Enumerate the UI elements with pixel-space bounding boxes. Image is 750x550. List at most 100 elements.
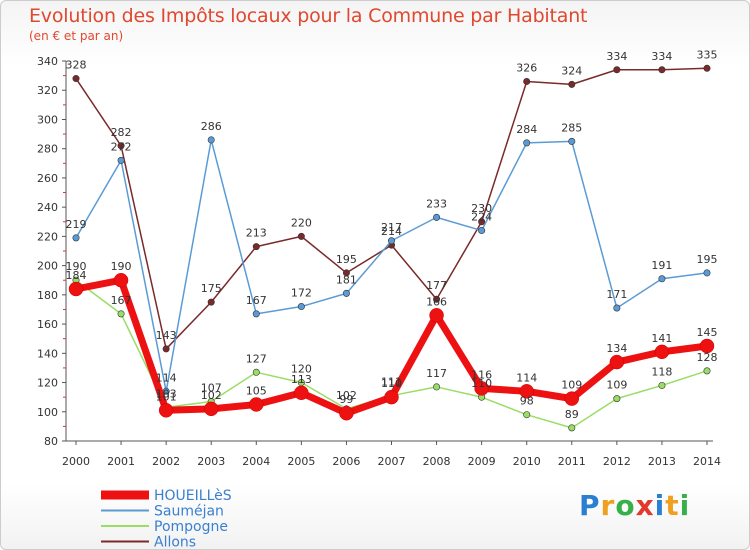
- data-point: [342, 269, 350, 277]
- data-point: [339, 405, 354, 421]
- data-point: [613, 304, 621, 312]
- data-label: 102: [336, 389, 357, 402]
- data-label: 233: [426, 197, 447, 210]
- logo-letter: x: [635, 489, 655, 522]
- data-point: [433, 295, 441, 303]
- data-point: [613, 395, 621, 403]
- data-point: [568, 137, 576, 145]
- data-point: [613, 66, 621, 74]
- data-label: 334: [651, 50, 672, 63]
- data-label: 190: [66, 260, 87, 273]
- data-label: 219: [66, 218, 87, 231]
- y-tick-label: 220: [37, 230, 58, 243]
- legend-label: Allons: [154, 535, 196, 550]
- proxiti-logo: Proxiti: [579, 489, 690, 522]
- data-point: [523, 139, 531, 147]
- data-point: [658, 381, 666, 389]
- y-tick-label: 340: [37, 55, 58, 68]
- data-label: 171: [606, 288, 627, 301]
- data-label: 286: [201, 120, 222, 133]
- data-label: 128: [697, 351, 718, 364]
- data-point: [72, 234, 80, 242]
- data-label: 117: [426, 367, 447, 380]
- data-label: 217: [381, 221, 402, 234]
- data-point: [703, 64, 711, 72]
- data-label: 101: [156, 390, 177, 403]
- x-tick-label: 2013: [648, 455, 676, 468]
- data-label: 335: [697, 48, 718, 61]
- data-point: [658, 66, 666, 74]
- data-point: [699, 338, 715, 354]
- logo-letter: r: [600, 489, 616, 522]
- data-label: 98: [520, 395, 534, 408]
- data-point: [249, 397, 264, 412]
- chart-title: Evolution des Impôts locaux pour la Comm…: [29, 5, 588, 27]
- data-label: 110: [381, 377, 402, 390]
- series-layer: [68, 64, 715, 432]
- data-label: 118: [651, 365, 672, 378]
- data-point: [658, 275, 666, 283]
- y-tick-label: 80: [44, 435, 58, 448]
- data-point: [297, 232, 305, 240]
- x-tick-label: 2006: [332, 455, 360, 468]
- data-point: [523, 77, 531, 85]
- data-label: 113: [291, 373, 312, 386]
- axes: 80 100 120 140 160 180 200 220 240 260 280 300 320 34…: [37, 55, 721, 468]
- data-label: 134: [606, 342, 627, 355]
- data-point: [207, 136, 215, 144]
- x-tick-label: 2002: [152, 455, 180, 468]
- data-label: 224: [471, 211, 492, 224]
- data-point: [117, 142, 125, 150]
- x-tick-label: 2010: [513, 455, 541, 468]
- data-label: 110: [471, 377, 492, 390]
- data-label: 114: [516, 371, 537, 384]
- data-labels-layer: 328 282 143 175 213 220 195 214 177 230 326 324 334 3…: [66, 48, 718, 421]
- data-point: [252, 243, 260, 251]
- logo-letter: o: [615, 489, 636, 522]
- data-point: [609, 354, 625, 370]
- logo-letter: i: [654, 489, 666, 522]
- legend-label: Sauméjan: [154, 504, 224, 520]
- data-label: 141: [651, 332, 672, 345]
- data-label: 272: [111, 140, 132, 153]
- data-label: 107: [201, 382, 222, 395]
- data-label: 111: [381, 376, 402, 389]
- y-tick-label: 160: [37, 318, 58, 331]
- data-point: [252, 310, 260, 318]
- data-point: [478, 227, 486, 235]
- x-tick-label: 2000: [62, 455, 90, 468]
- data-label: 120: [291, 363, 312, 376]
- data-label: 184: [66, 269, 87, 282]
- data-label: 326: [516, 61, 537, 74]
- data-label: 328: [66, 59, 87, 72]
- x-tick-label: 2001: [107, 455, 135, 468]
- data-label: 127: [246, 352, 267, 365]
- data-point: [297, 303, 305, 311]
- data-label: 177: [426, 279, 447, 292]
- data-point: [387, 237, 395, 245]
- data-label: 220: [291, 216, 312, 229]
- y-tick-label: 300: [37, 113, 58, 126]
- data-label: 190: [111, 260, 132, 273]
- data-label: 99: [339, 393, 353, 406]
- data-label: 143: [156, 329, 177, 342]
- data-point: [252, 368, 260, 376]
- data-point: [117, 156, 125, 164]
- x-tick-label: 2005: [287, 455, 315, 468]
- data-label: 102: [201, 389, 222, 402]
- data-point: [654, 344, 670, 360]
- logo-letter: P: [579, 489, 601, 522]
- data-point: [113, 272, 129, 288]
- data-label: 284: [516, 123, 537, 136]
- data-point: [68, 281, 84, 297]
- data-label: 145: [697, 326, 718, 339]
- data-label: 105: [246, 384, 267, 397]
- y-tick-label: 120: [37, 377, 58, 390]
- data-point: [478, 218, 486, 226]
- data-label: 195: [697, 253, 718, 266]
- x-tick-label: 2011: [558, 455, 586, 468]
- logo-letter: i: [679, 489, 691, 522]
- data-point: [433, 383, 441, 391]
- data-point: [207, 298, 215, 306]
